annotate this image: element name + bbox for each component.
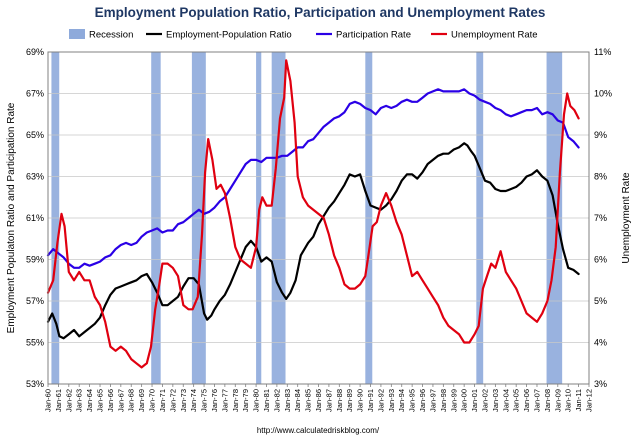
x-tick-label: Jan-66 [106, 389, 115, 412]
y-axis-right-ticks: 3% 4% 5% 6% 7% 8% 9% 10% 11% [594, 47, 612, 389]
x-tick-label: Jan-12 [585, 389, 594, 412]
x-tick-label: Jan-88 [335, 389, 344, 412]
x-tick-label: Jan-82 [272, 389, 281, 412]
x-tick-label: Jan-01 [470, 389, 479, 412]
y-axis-left-ticks: 53% 55% 57% 59% 61% 63% 65% 67% 69% [26, 47, 44, 389]
x-tick-label: Jan-81 [262, 389, 271, 412]
x-tick-label: Jan-68 [127, 389, 136, 412]
source-url: http://www.calculatedriskblog.com/ [257, 426, 380, 435]
legend-participation-label: Participation Rate [336, 30, 411, 41]
x-tick-label: Jan-85 [304, 389, 313, 412]
legend-unemployment-label: Unemployment Rate [451, 30, 538, 41]
x-tick-label: Jan-97 [428, 389, 437, 412]
y-right-tick-label: 8% [594, 172, 607, 182]
x-tick-label: Jan-90 [356, 389, 365, 412]
x-tick-label: Jan-04 [501, 389, 510, 412]
y-right-tick-label: 3% [594, 379, 607, 389]
x-tick-label: Jan-73 [179, 389, 188, 412]
x-tick-label: Jan-75 [200, 389, 209, 412]
legend-recession-swatch [69, 29, 85, 39]
x-tick-label: Jan-99 [449, 389, 458, 412]
y-left-tick-label: 67% [26, 89, 44, 99]
x-tick-label: Jan-05 [512, 389, 521, 412]
y-right-tick-label: 9% [594, 130, 607, 140]
x-tick-label: Jan-69 [137, 389, 146, 412]
x-tick-label: Jan-93 [387, 389, 396, 412]
x-tick-label: Jan-67 [116, 389, 125, 412]
x-tick-label: Jan-10 [564, 389, 573, 412]
x-tick-label: Jan-62 [64, 389, 73, 412]
legend-employment-label: Employment-Population Ratio [166, 30, 292, 41]
x-tick-label: Jan-61 [54, 389, 63, 412]
y-right-tick-label: 6% [594, 255, 607, 265]
x-tick-label: Jan-70 [148, 389, 157, 412]
y-left-tick-label: 65% [26, 130, 44, 140]
x-tick-label: Jan-92 [376, 389, 385, 412]
y-right-tick-label: 11% [594, 47, 611, 57]
x-tick-label: Jan-96 [418, 389, 427, 412]
y-axis-left-label: Employment Populaton Ratio and Participa… [6, 102, 17, 333]
x-tick-label: Jan-60 [44, 389, 53, 412]
y-axis-right-label: Unemployment Rate [621, 172, 632, 264]
x-tick-label: Jan-84 [293, 389, 302, 412]
y-right-tick-label: 7% [594, 213, 607, 223]
x-tick-label: Jan-64 [85, 389, 94, 412]
y-left-tick-label: 59% [26, 255, 44, 265]
y-left-tick-label: 61% [26, 213, 44, 223]
x-tick-label: Jan-09 [553, 389, 562, 412]
legend: Recession Employment-Population Ratio Pa… [69, 29, 538, 41]
x-tick-label: Jan-83 [283, 389, 292, 412]
x-tick-label: Jan-06 [522, 389, 531, 412]
employment-population-ratio-line [46, 142, 580, 340]
x-tick-label: Jan-11 [574, 389, 583, 411]
x-axis-ticks: Jan-60 Jan-61 Jan-62 Jan-63 Jan-64 Jan-65 Jan-… [44, 384, 594, 412]
x-tick-label: Jan-78 [231, 389, 240, 412]
y-left-tick-label: 63% [26, 172, 44, 182]
x-tick-label: Jan-00 [460, 389, 469, 412]
x-tick-label: Jan-65 [96, 389, 105, 412]
x-tick-label: Jan-76 [210, 389, 219, 412]
chart-title: Employment Population Ratio, Participati… [95, 5, 546, 20]
x-tick-label: Jan-80 [252, 389, 261, 412]
x-tick-label: Jan-07 [532, 389, 541, 412]
x-tick-label: Jan-72 [168, 389, 177, 412]
gridlines [48, 93, 589, 343]
x-tick-label: Jan-77 [220, 389, 229, 412]
x-tick-label: Jan-08 [543, 389, 552, 412]
x-tick-label: Jan-63 [75, 389, 84, 412]
y-left-tick-label: 69% [26, 47, 44, 57]
x-tick-label: Jan-79 [241, 389, 250, 412]
x-tick-label: Jan-98 [439, 389, 448, 412]
legend-recession-label: Recession [89, 30, 133, 41]
x-tick-label: Jan-89 [345, 389, 354, 412]
x-tick-label: Jan-86 [314, 389, 323, 412]
y-left-tick-label: 55% [26, 338, 44, 348]
participation-rate-line [46, 88, 580, 269]
y-left-tick-label: 57% [26, 296, 44, 306]
x-tick-label: Jan-71 [158, 389, 167, 412]
x-tick-label: Jan-74 [189, 389, 198, 412]
x-tick-label: Jan-95 [408, 389, 417, 412]
y-right-tick-label: 5% [594, 296, 607, 306]
series-lines [46, 59, 580, 369]
x-tick-label: Jan-02 [480, 389, 489, 412]
x-tick-label: Jan-91 [366, 389, 375, 412]
unemployment-rate-line [46, 59, 580, 369]
y-right-tick-label: 10% [594, 89, 612, 99]
x-tick-label: Jan-87 [324, 389, 333, 412]
x-tick-label: Jan-03 [491, 389, 500, 412]
y-right-tick-label: 4% [594, 338, 607, 348]
x-tick-label: Jan-94 [397, 389, 406, 412]
y-left-tick-label: 53% [26, 379, 44, 389]
